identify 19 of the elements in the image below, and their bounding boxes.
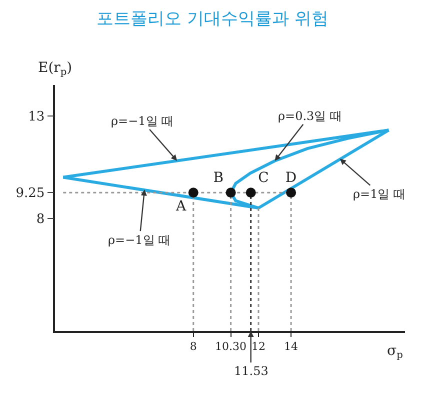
y-tick-label: 13 — [28, 109, 45, 124]
annotation: 11.53 — [234, 364, 268, 378]
annotation: ρ=−1일 때 — [111, 114, 174, 128]
annotation: ρ=1일 때 — [353, 187, 406, 201]
chart-title: 포트폴리오 기대수익률과 위험 — [96, 8, 328, 29]
y-tick-label: 9.25 — [16, 186, 45, 202]
x-tick-label: 8 — [190, 340, 197, 353]
x-tick-label: 14 — [284, 340, 298, 353]
annotation: ρ=0.3일 때 — [278, 109, 342, 123]
data-label: B — [213, 170, 224, 186]
x-axis-title: σ$_{p}$ — [387, 343, 403, 361]
y-axis-title: E(r$_{p}$) — [38, 60, 72, 78]
data-label: C — [258, 170, 269, 186]
data-label: A — [174, 198, 187, 214]
data-label: D — [285, 170, 297, 186]
x-tick-label: 12 — [251, 340, 266, 353]
annotation: ρ=−1일 때 — [108, 233, 171, 247]
x-tick-label: 10.30 — [215, 340, 247, 353]
y-tick-label: 8 — [36, 212, 45, 227]
